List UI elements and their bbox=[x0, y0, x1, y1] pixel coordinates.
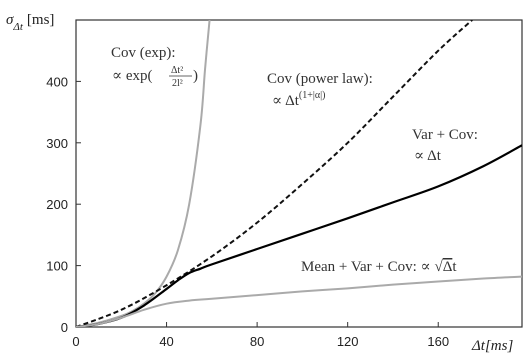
annotation-mean-var-cov-line1: Mean + Var + Cov: ∝ √Δt bbox=[301, 259, 457, 275]
y-tick-label: 400 bbox=[46, 74, 68, 89]
annotation-cov-exp-line2: ∝ exp( bbox=[112, 68, 153, 84]
y-tick-label: 200 bbox=[46, 197, 68, 212]
annotation-cov-power-line2: ∝ Δt(1+|α|) bbox=[272, 90, 325, 109]
annotation-var-cov: Var + Cov: ∝ Δt bbox=[412, 127, 478, 164]
annotation-cov-exp-frac-den: 2l² bbox=[172, 78, 183, 89]
y-axis-label: σΔt [ms] bbox=[6, 12, 54, 33]
tick-group: 0 40 80 120 160 0 100 200 300 400 bbox=[46, 74, 449, 349]
annotation-cov-exp-frac-num: Δt² bbox=[171, 65, 183, 76]
series-cov-power-law-line bbox=[76, 20, 473, 327]
x-tick-label: 80 bbox=[250, 334, 264, 349]
series-mean-var-cov-line bbox=[76, 275, 522, 327]
annotation-cov-power-line1: Cov (power law): bbox=[267, 71, 373, 87]
x-tick-label: 160 bbox=[427, 334, 449, 349]
annotation-mean-var-cov: Mean + Var + Cov: ∝ √Δt bbox=[301, 259, 457, 275]
x-tick-label: 0 bbox=[72, 334, 79, 349]
annotation-cov-exp: Cov (exp): ∝ exp( Δt² 2l² ) bbox=[111, 45, 198, 89]
series-cov-exp-line bbox=[76, 20, 211, 327]
annotation-cov-power: Cov (power law): ∝ Δt(1+|α|) bbox=[267, 71, 373, 109]
y-tick-label: 300 bbox=[46, 136, 68, 151]
annotation-cov-exp-close: ) bbox=[193, 68, 198, 84]
annotation-cov-exp-line1: Cov (exp): bbox=[111, 45, 176, 61]
y-tick-label: 0 bbox=[61, 320, 68, 335]
x-tick-label: 40 bbox=[159, 334, 173, 349]
x-tick-label: 120 bbox=[337, 334, 359, 349]
x-axis-label: Δt[ms] bbox=[471, 338, 513, 354]
y-tick-label: 100 bbox=[46, 259, 68, 274]
annotation-var-cov-line1: Var + Cov: bbox=[412, 127, 478, 143]
plot-frame bbox=[75, 19, 523, 328]
series-var-cov-line bbox=[76, 144, 522, 327]
series-group bbox=[76, 20, 522, 327]
annotation-var-cov-line2: ∝ Δt bbox=[414, 148, 442, 164]
